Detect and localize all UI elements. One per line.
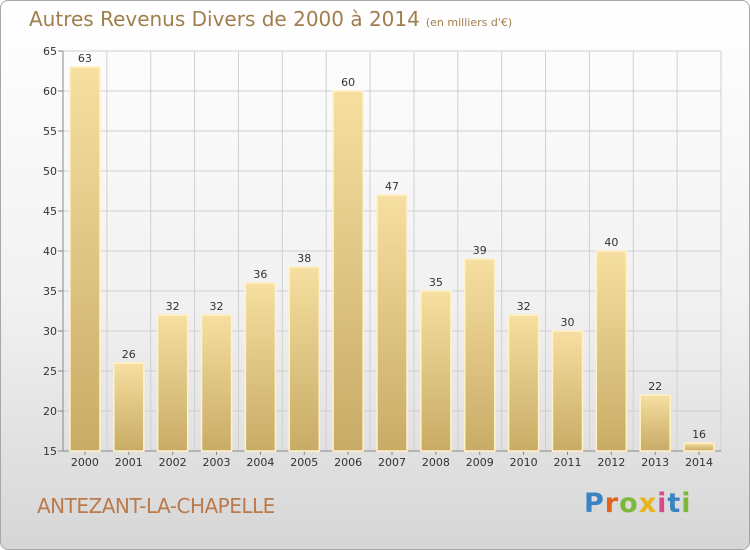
x-tick-label-2013: 2013 (641, 456, 669, 469)
bar-2006 (332, 90, 364, 452)
data-label-2005: 38 (297, 252, 311, 265)
y-tick-label: 50 (43, 165, 57, 178)
data-label-2007: 47 (385, 180, 399, 193)
bars (69, 66, 715, 452)
data-label-2014: 16 (692, 428, 706, 441)
bar-2014 (683, 442, 715, 452)
x-tick-label-2008: 2008 (422, 456, 450, 469)
data-label-2012: 40 (604, 236, 618, 249)
bar-2004 (244, 282, 277, 452)
data-label-2013: 22 (648, 380, 662, 393)
bar-2007 (376, 194, 408, 452)
bar-2005 (288, 266, 321, 452)
bar-2012 (595, 250, 628, 452)
bar-2008 (420, 290, 452, 452)
data-label-2011: 30 (560, 316, 574, 329)
x-tick-label-2007: 2007 (378, 456, 406, 469)
bar-2001 (113, 362, 145, 452)
y-tick-label: 15 (43, 445, 57, 458)
y-tick-label: 45 (43, 205, 57, 218)
x-tick-label-2012: 2012 (597, 456, 625, 469)
commune-name: ANTEZANT-LA-CHAPELLE (37, 494, 275, 518)
data-label-2010: 32 (517, 300, 531, 313)
y-tick-label: 20 (43, 405, 57, 418)
bar-2011 (551, 330, 584, 452)
x-tick-label-2000: 2000 (71, 456, 99, 469)
y-tick-label: 35 (43, 285, 57, 298)
y-tick-label: 40 (43, 245, 57, 258)
y-tick-label: 60 (43, 85, 57, 98)
data-label-2006: 60 (341, 76, 355, 89)
data-label-2008: 35 (429, 276, 443, 289)
data-label-2002: 32 (166, 300, 180, 313)
data-label-2004: 36 (253, 268, 267, 281)
x-tick-label-2009: 2009 (466, 456, 494, 469)
data-label-2003: 32 (210, 300, 224, 313)
title-text: Autres Revenus Divers de 2000 à 2014 (29, 7, 420, 31)
y-tick-label: 55 (43, 125, 57, 138)
bar-2000 (69, 66, 101, 452)
axes: 15 20 25 30 35 40 45 50 55 60 65 2000 2001 2002 2003 20… (43, 45, 721, 469)
bar-2010 (507, 314, 540, 452)
x-tick-label-2011: 2011 (553, 456, 581, 469)
x-tick-label-2006: 2006 (334, 456, 362, 469)
y-tick-label: 65 (43, 45, 57, 58)
bar-2013 (639, 394, 671, 452)
bar-2009 (463, 258, 496, 452)
chart-subtitle: (en milliers d'€) (425, 16, 513, 29)
data-label-2001: 26 (122, 348, 136, 361)
data-label-2009: 39 (473, 244, 487, 257)
y-tick-label: 30 (43, 325, 57, 338)
bar-chart: 15 20 25 30 35 40 45 50 55 60 65 2000 2001 2002 2003 20… (43, 45, 722, 469)
labels: 63 26 32 32 36 38 60 47 35 39 32 30 40 22 16 (78, 52, 706, 441)
chart-title: Autres Revenus Divers de 2000 à 2014 (en … (29, 7, 512, 31)
y-tick-label: 25 (43, 365, 57, 378)
bar-2003 (200, 314, 233, 452)
proxiti-logo: Proxiti (584, 488, 692, 519)
x-tick-label-2004: 2004 (246, 456, 274, 469)
x-tick-label-2002: 2002 (159, 456, 187, 469)
x-tick-label-2005: 2005 (290, 456, 318, 469)
x-tick-label-2003: 2003 (203, 456, 231, 469)
x-tick-label-2014: 2014 (685, 456, 713, 469)
bar-2002 (156, 314, 189, 452)
x-tick-label-2010: 2010 (510, 456, 538, 469)
data-label-2000: 63 (78, 52, 92, 65)
x-tick-label-2001: 2001 (115, 456, 143, 469)
